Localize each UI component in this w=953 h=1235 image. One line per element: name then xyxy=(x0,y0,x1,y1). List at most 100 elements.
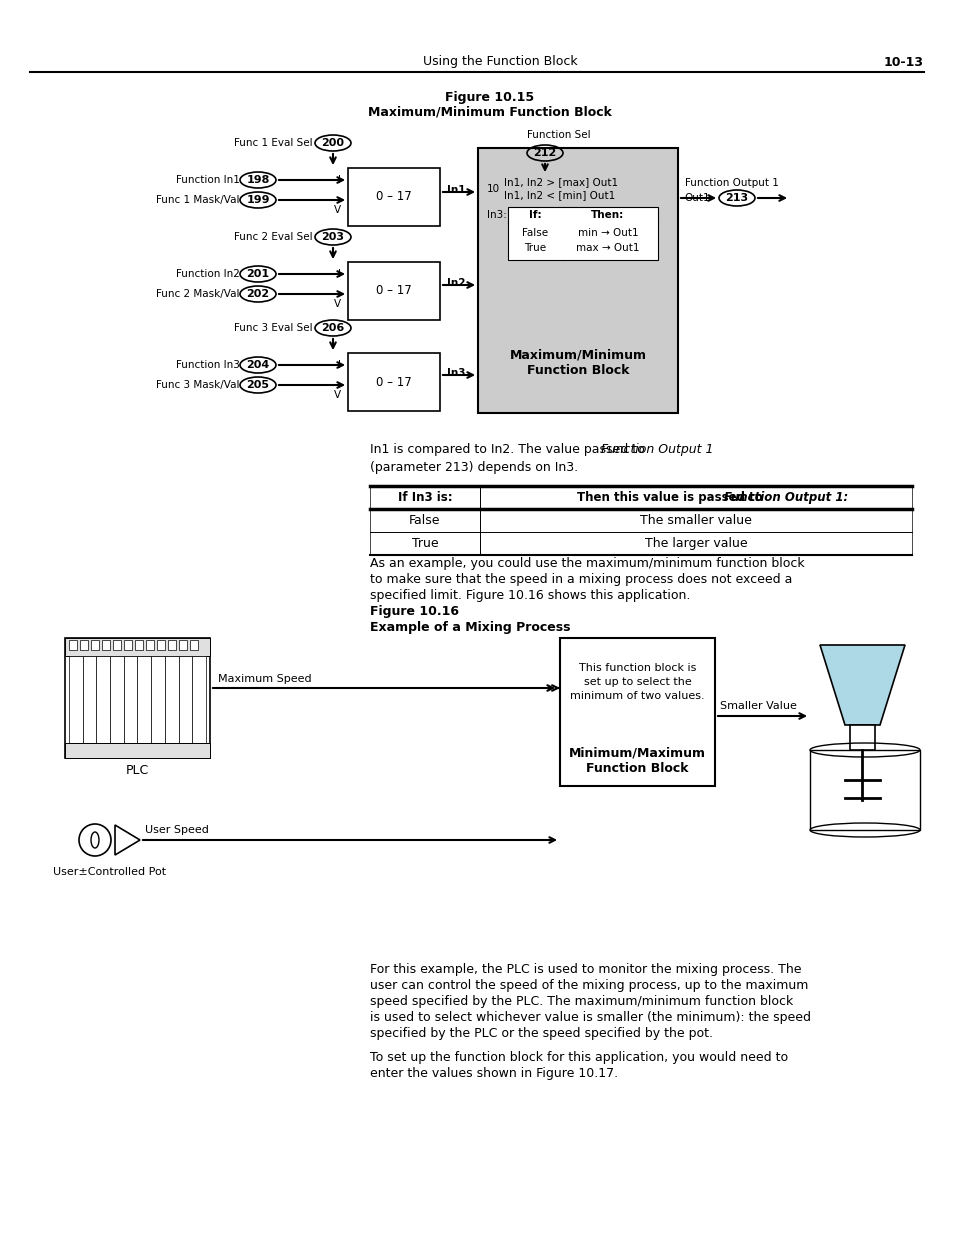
Bar xyxy=(151,656,165,743)
Text: Using the Function Block: Using the Function Block xyxy=(422,56,577,68)
Text: V: V xyxy=(334,390,340,400)
Text: Maximum/Minimum: Maximum/Minimum xyxy=(509,348,646,362)
Bar xyxy=(179,640,187,650)
Text: False: False xyxy=(521,228,547,238)
Text: Func 2 Mask/Val: Func 2 Mask/Val xyxy=(156,289,240,299)
Bar xyxy=(178,656,193,743)
Bar xyxy=(69,656,83,743)
Text: Function Output 1: Function Output 1 xyxy=(600,443,713,457)
Text: True: True xyxy=(412,537,437,550)
Bar xyxy=(559,638,714,785)
Text: 206: 206 xyxy=(321,324,344,333)
Text: I: I xyxy=(337,359,340,370)
Text: This function block is: This function block is xyxy=(578,663,696,673)
Text: 0 – 17: 0 – 17 xyxy=(375,190,412,204)
Bar xyxy=(809,750,919,830)
Text: Function Output 1:: Function Output 1: xyxy=(723,492,847,504)
Text: PLC: PLC xyxy=(126,763,149,777)
Text: 201: 201 xyxy=(246,269,270,279)
Bar xyxy=(348,168,439,226)
Text: I: I xyxy=(337,175,340,185)
Polygon shape xyxy=(849,725,874,750)
Polygon shape xyxy=(115,825,140,855)
Text: 203: 203 xyxy=(321,232,344,242)
Text: V: V xyxy=(334,205,340,215)
Text: Func 3 Mask/Val: Func 3 Mask/Val xyxy=(156,380,240,390)
Text: 0 – 17: 0 – 17 xyxy=(375,375,412,389)
Text: For this example, the PLC is used to monitor the mixing process. The: For this example, the PLC is used to mon… xyxy=(370,963,801,977)
Text: 10-13: 10-13 xyxy=(883,56,923,68)
Text: Figure 10.16: Figure 10.16 xyxy=(370,605,458,619)
Text: Maximum/Minimum Function Block: Maximum/Minimum Function Block xyxy=(368,105,611,119)
Text: User±Controlled Pot: User±Controlled Pot xyxy=(53,867,167,877)
Bar xyxy=(69,640,77,650)
Text: In2: In2 xyxy=(447,278,465,288)
Bar xyxy=(348,262,439,320)
Text: To set up the function block for this application, you would need to: To set up the function block for this ap… xyxy=(370,1051,787,1065)
Bar xyxy=(137,656,151,743)
Bar xyxy=(65,743,210,758)
Text: Out1: Out1 xyxy=(683,193,709,203)
Text: Minimum/Maximum: Minimum/Maximum xyxy=(568,746,705,760)
Text: In1, In2 < [min] Out1: In1, In2 < [min] Out1 xyxy=(503,190,615,200)
Text: The smaller value: The smaller value xyxy=(639,514,751,527)
Text: Func 2 Eval Sel: Func 2 Eval Sel xyxy=(234,232,313,242)
Bar xyxy=(65,638,210,758)
Text: Function Sel: Function Sel xyxy=(526,130,590,140)
Text: 202: 202 xyxy=(246,289,270,299)
Text: Then:: Then: xyxy=(591,210,624,220)
Text: If:: If: xyxy=(528,210,540,220)
Bar xyxy=(96,656,110,743)
Text: minimum of two values.: minimum of two values. xyxy=(570,692,704,701)
Bar xyxy=(135,640,143,650)
Bar xyxy=(91,640,99,650)
Bar xyxy=(348,353,439,411)
Text: 204: 204 xyxy=(246,359,270,370)
Bar xyxy=(83,656,96,743)
Text: 205: 205 xyxy=(246,380,269,390)
Bar xyxy=(165,656,178,743)
Text: Func 1 Mask/Val: Func 1 Mask/Val xyxy=(156,195,240,205)
Text: Func 1 Eval Sel: Func 1 Eval Sel xyxy=(234,138,313,148)
Bar xyxy=(477,148,678,412)
Text: to make sure that the speed in a mixing process does not exceed a: to make sure that the speed in a mixing … xyxy=(370,573,792,587)
Text: V: V xyxy=(334,299,340,309)
Text: (parameter 213) depends on In3.: (parameter 213) depends on In3. xyxy=(370,461,578,473)
Bar xyxy=(65,638,210,656)
Text: The larger value: The larger value xyxy=(644,537,746,550)
Text: 200: 200 xyxy=(321,138,344,148)
Text: Function In2: Function In2 xyxy=(176,269,240,279)
Text: As an example, you could use the maximum/minimum function block: As an example, you could use the maximum… xyxy=(370,557,803,571)
Text: True: True xyxy=(523,243,545,253)
Text: If In3 is:: If In3 is: xyxy=(397,492,452,504)
Text: Maximum Speed: Maximum Speed xyxy=(218,674,312,684)
Text: min → Out1: min → Out1 xyxy=(578,228,638,238)
Bar xyxy=(168,640,175,650)
Text: user can control the speed of the mixing process, up to the maximum: user can control the speed of the mixing… xyxy=(370,979,807,993)
Bar xyxy=(370,487,911,555)
Text: 198: 198 xyxy=(246,175,270,185)
Bar xyxy=(190,640,198,650)
Text: Function Block: Function Block xyxy=(586,762,688,774)
Text: Smaller Value: Smaller Value xyxy=(720,701,796,711)
Text: set up to select the: set up to select the xyxy=(583,677,691,687)
Text: 0 – 17: 0 – 17 xyxy=(375,284,412,298)
Bar xyxy=(110,656,124,743)
Text: max → Out1: max → Out1 xyxy=(576,243,639,253)
Bar xyxy=(102,640,110,650)
Text: False: False xyxy=(409,514,440,527)
Bar xyxy=(124,656,137,743)
Text: speed specified by the PLC. The maximum/minimum function block: speed specified by the PLC. The maximum/… xyxy=(370,995,792,1009)
Text: In3: In3 xyxy=(447,368,465,378)
Text: In1, In2 > [max] Out1: In1, In2 > [max] Out1 xyxy=(503,177,618,186)
Text: Function Block: Function Block xyxy=(526,363,629,377)
Ellipse shape xyxy=(91,832,99,848)
Bar xyxy=(157,640,165,650)
Bar xyxy=(146,640,153,650)
Bar xyxy=(80,640,88,650)
Text: 212: 212 xyxy=(533,148,556,158)
Text: Figure 10.15: Figure 10.15 xyxy=(445,90,534,104)
Text: 10: 10 xyxy=(486,184,499,194)
Text: In3:: In3: xyxy=(486,210,506,220)
Text: 199: 199 xyxy=(246,195,270,205)
